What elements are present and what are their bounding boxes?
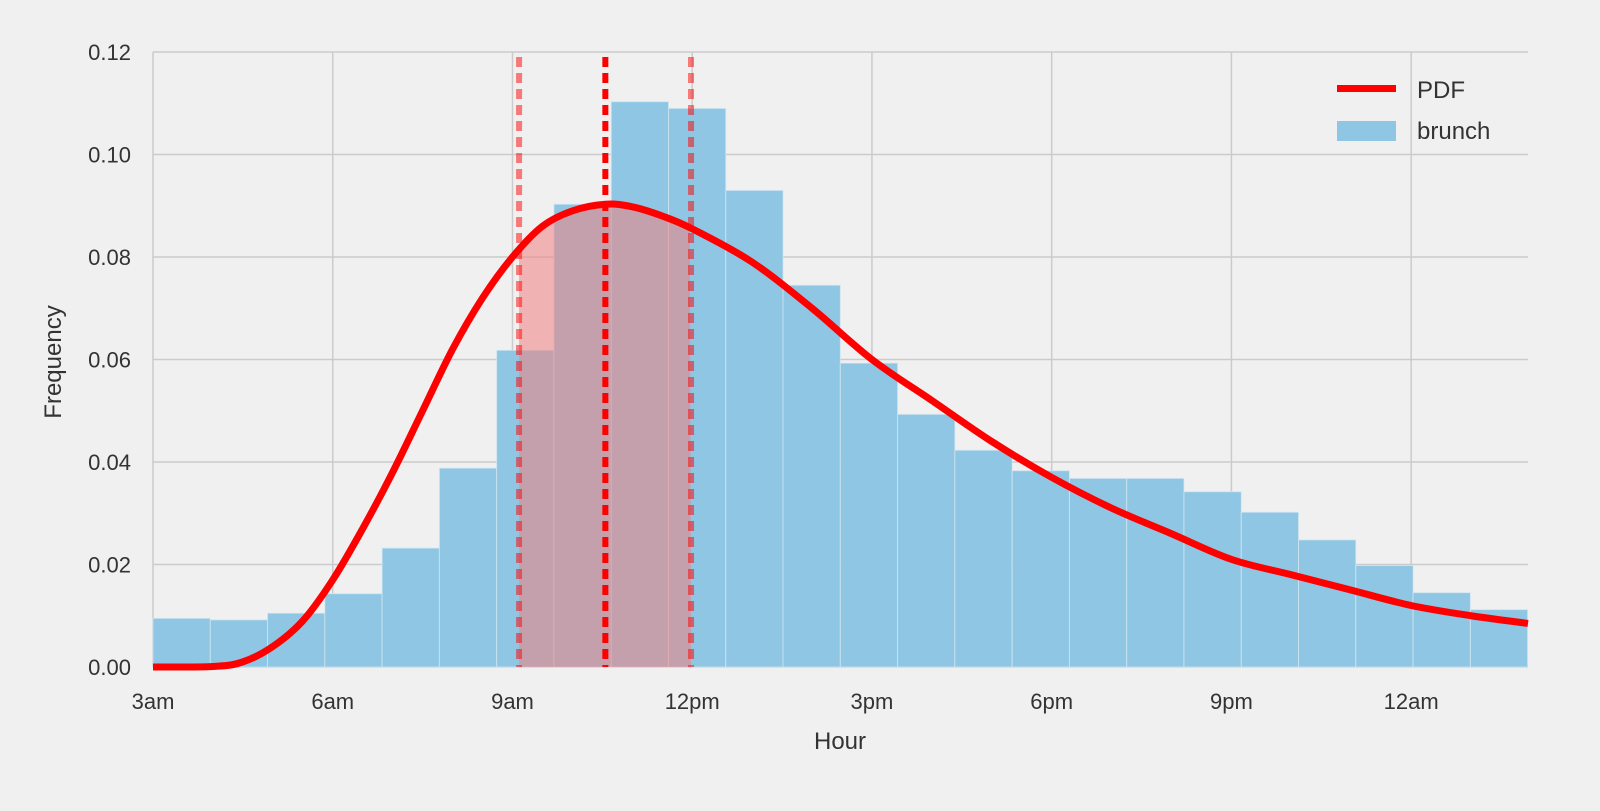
histogram-bar [1412, 592, 1471, 668]
x-tick-label: 3pm [851, 689, 894, 714]
legend: PDF brunch [1337, 77, 1490, 145]
histogram-bar [324, 593, 383, 668]
y-tick-label: 0.10 [88, 143, 131, 168]
shaded-interval [519, 204, 692, 667]
legend-brunch-label: brunch [1417, 118, 1490, 145]
y-tick-label: 0.08 [88, 245, 131, 270]
histogram-bar [1240, 511, 1300, 668]
x-tick-label: 12pm [665, 689, 720, 714]
vertical-lines [516, 57, 695, 667]
x-tick-label: 6pm [1030, 689, 1073, 714]
histogram-bar [438, 467, 498, 668]
legend-pdf-swatch [1337, 85, 1396, 92]
x-tick-label: 9am [491, 689, 534, 714]
x-tick-label: 6am [311, 689, 354, 714]
shaded-area [519, 204, 692, 667]
y-tick-label: 0.02 [88, 553, 131, 578]
x-tick-label: 3am [132, 689, 175, 714]
histogram-bar [1183, 491, 1242, 668]
y-tick-label: 0.12 [88, 40, 131, 65]
histogram-bar [1011, 470, 1070, 668]
histogram-bar [954, 449, 1013, 668]
legend-brunch-swatch [1337, 121, 1396, 141]
y-axis-label: Frequency [40, 305, 67, 418]
histogram-bar [897, 413, 956, 668]
histogram-bar [381, 547, 440, 668]
y-tick-label: 0.06 [88, 348, 131, 373]
legend-pdf-label: PDF [1417, 77, 1465, 104]
x-axis-label: Hour [814, 728, 866, 755]
histogram-bar [1355, 565, 1414, 668]
histogram-bar [725, 189, 784, 668]
histogram-bar [1068, 477, 1128, 668]
histogram-bar [152, 617, 211, 668]
y-tick-labels: 0.00 0.02 0.04 0.06 0.08 0.10 0.12 [88, 40, 131, 680]
histogram-bar [839, 362, 899, 668]
histogram-bar [782, 284, 841, 668]
histogram-bar [1126, 477, 1185, 668]
x-tick-label: 12am [1384, 689, 1439, 714]
y-tick-label: 0.04 [88, 450, 131, 475]
pdf-curve [152, 200, 1529, 671]
x-tick-labels: 3am 6am 9am 12pm 3pm 6pm 9pm 12am [132, 689, 1439, 714]
x-tick-label: 9pm [1210, 689, 1253, 714]
y-tick-label: 0.00 [88, 655, 131, 680]
pdf-curve-group [152, 200, 1529, 671]
histogram-bar [1298, 539, 1357, 668]
